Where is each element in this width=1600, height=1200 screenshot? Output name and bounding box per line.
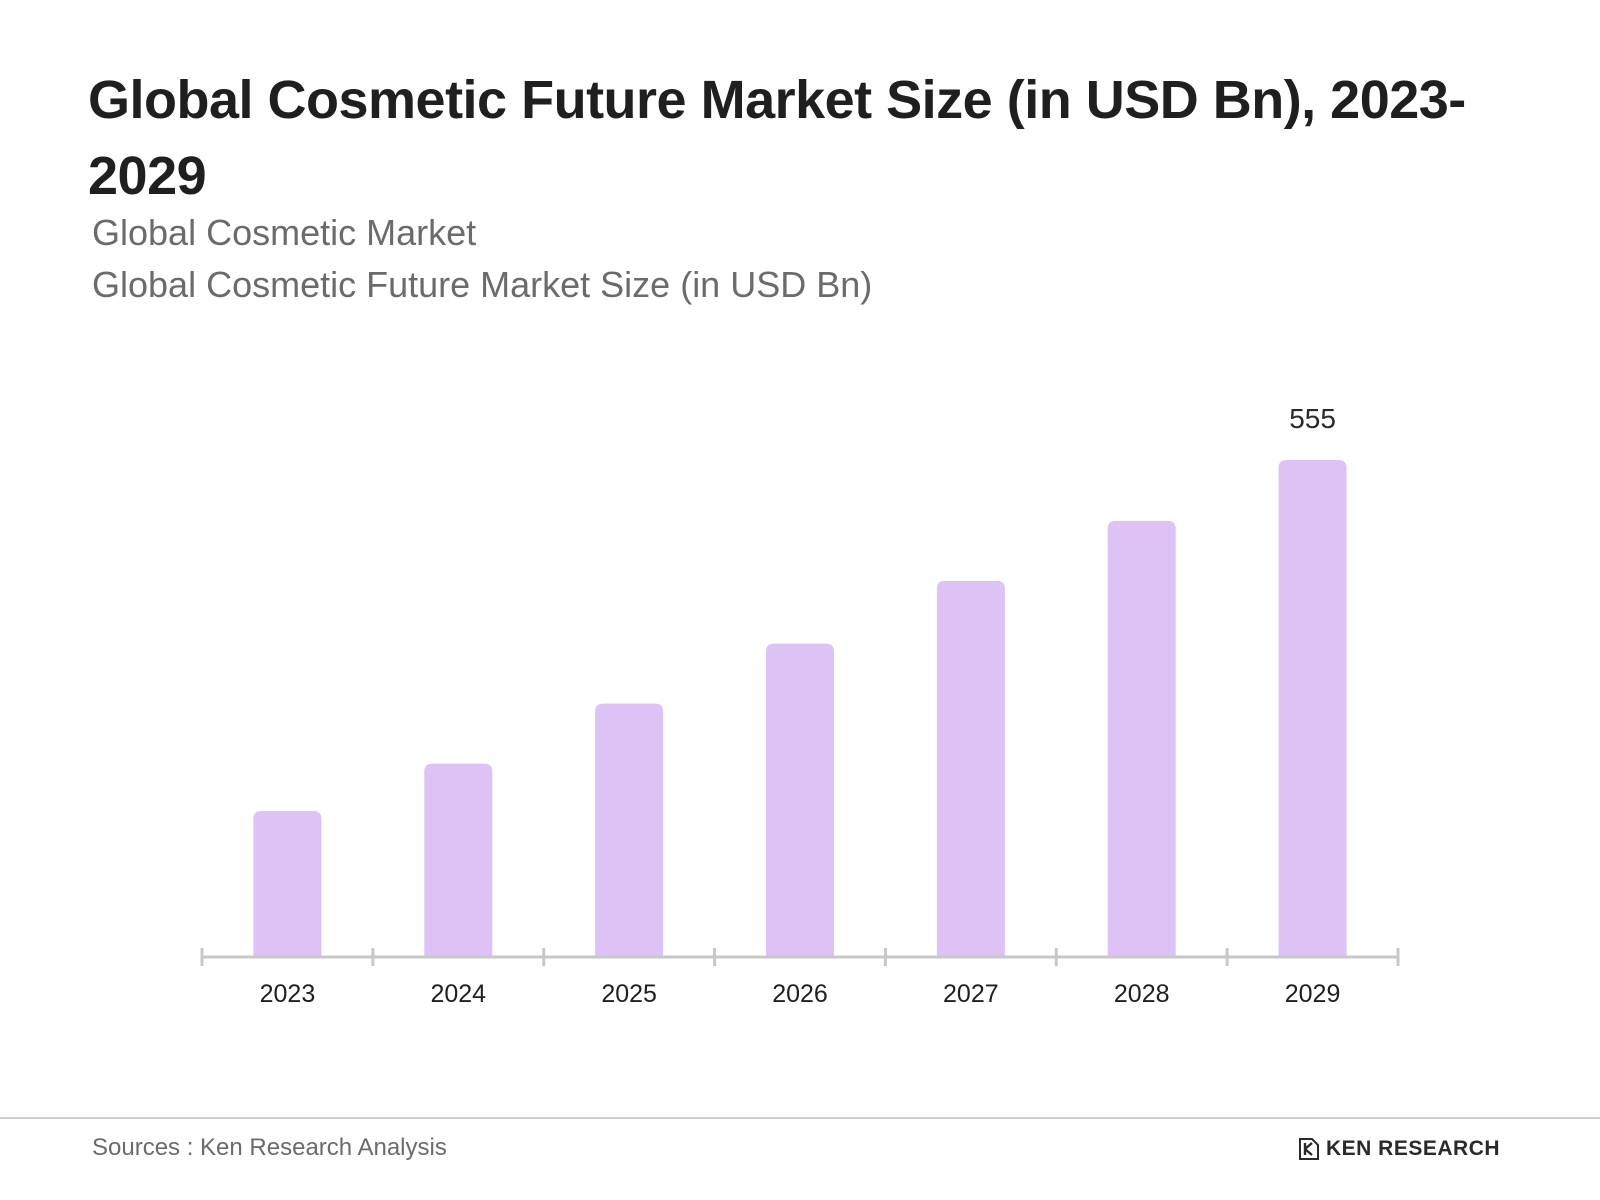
bar-2026	[766, 643, 834, 957]
logo-text: KEN RESEARCH	[1326, 1137, 1501, 1160]
x-tick-label-2025: 2025	[601, 980, 657, 1008]
source-note: Sources : Ken Research Analysis	[92, 1134, 447, 1161]
x-tick-label-2026: 2026	[772, 980, 828, 1008]
bar-2029	[1278, 460, 1347, 957]
chart-subtitle-1: Global Cosmetic Market	[92, 212, 477, 253]
bar-2023	[253, 811, 322, 957]
footer-divider	[0, 1117, 1600, 1119]
x-tick-label-2028: 2028	[1114, 980, 1170, 1008]
x-tick-label-2023: 2023	[260, 980, 316, 1008]
ken-research-logo-icon	[1299, 1138, 1319, 1160]
bar-2027	[936, 580, 1005, 957]
chart-subtitle-2: Global Cosmetic Future Market Size (in U…	[92, 264, 873, 305]
bar-2025	[595, 703, 664, 957]
x-tick-label-2024: 2024	[430, 980, 486, 1008]
x-tick-label-2027: 2027	[943, 980, 999, 1008]
chart-title: Global Cosmetic Future Market Size (in U…	[88, 70, 1466, 206]
bar-2024	[424, 763, 493, 957]
bar-2028	[1107, 520, 1176, 957]
x-tick-label-2029: 2029	[1285, 980, 1341, 1008]
ken-research-logo: KEN RESEARCH	[1298, 1137, 1500, 1161]
bar-chart: 2023 2024 2025 2026 2027 2028 2029 555	[200, 403, 1400, 1008]
data-label-2029: 555	[1289, 403, 1336, 434]
